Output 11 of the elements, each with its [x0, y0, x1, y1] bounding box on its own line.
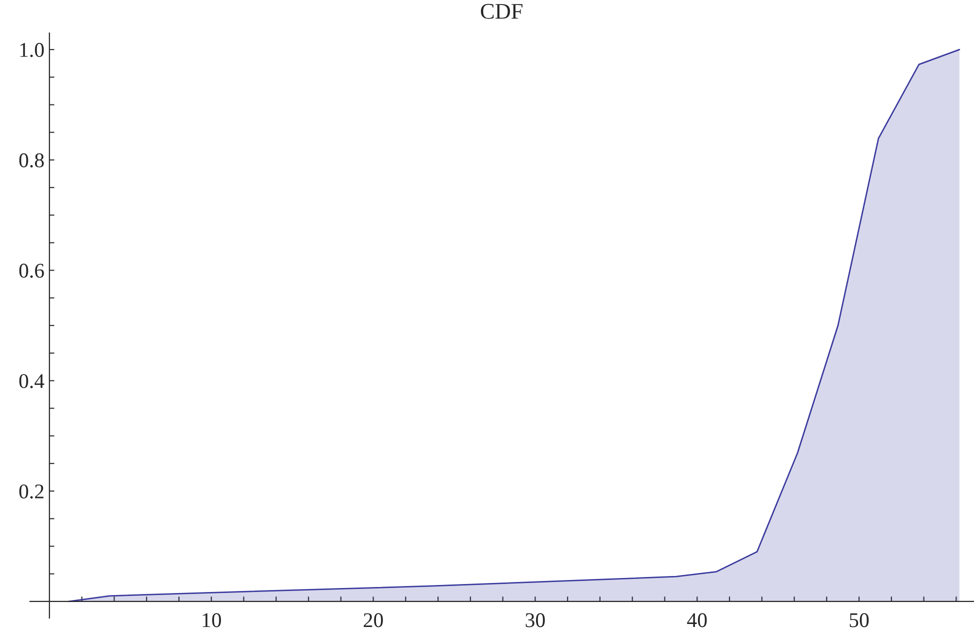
y-tick-label: 0.6 [19, 264, 44, 278]
chart-title: CDF [480, 4, 522, 19]
y-tick-label: 0.4 [19, 374, 44, 388]
x-tick-label: 30 [526, 613, 545, 628]
x-tick-label: 10 [202, 613, 221, 628]
x-tick-label: 20 [364, 613, 383, 628]
x-tick-label: 40 [687, 613, 707, 628]
y-tick-label: 0.2 [19, 484, 44, 499]
y-tick-label: 1.0 [20, 42, 44, 58]
y-tick-label: 0.8 [19, 153, 44, 168]
x-tick-label: 50 [850, 613, 869, 628]
